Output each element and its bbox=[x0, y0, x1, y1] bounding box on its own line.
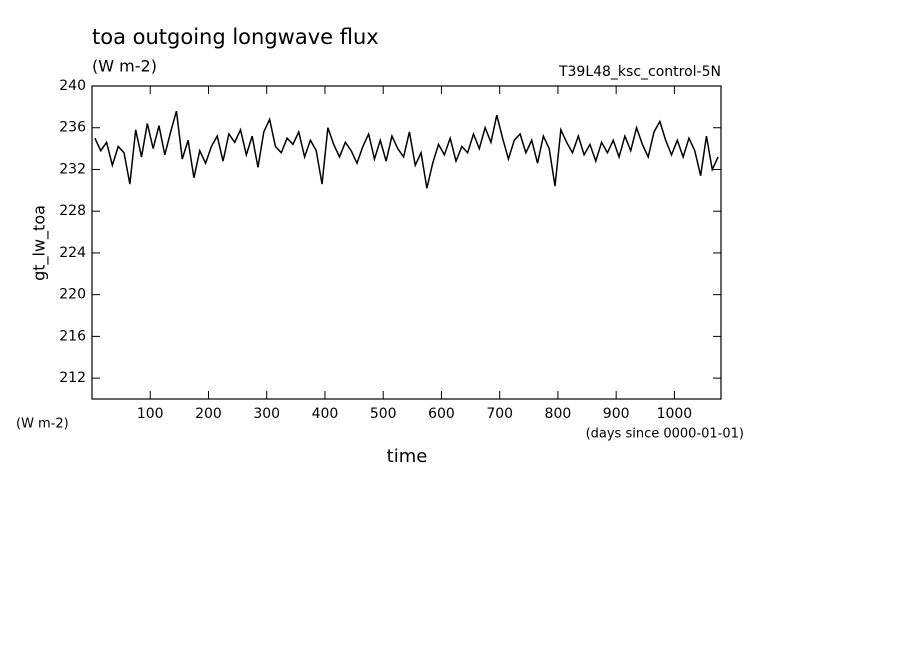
y-tick-label: 232 bbox=[59, 161, 86, 177]
y-tick-label: 216 bbox=[59, 328, 86, 344]
x-axis-label: time bbox=[387, 446, 428, 467]
chart-title: toa outgoing longwave flux bbox=[92, 25, 379, 49]
units: (W m-2) bbox=[92, 57, 157, 76]
y-axis-label: gt_lw_toa bbox=[30, 205, 50, 281]
plot-frame bbox=[91, 85, 722, 400]
x-tick-label: 900 bbox=[603, 406, 630, 422]
y-tick-label: 236 bbox=[59, 120, 86, 136]
y-tick-label: 224 bbox=[59, 245, 86, 261]
x-tick-label: 700 bbox=[486, 406, 513, 422]
x-tick-label: 800 bbox=[545, 406, 572, 422]
x-tick-label: 300 bbox=[253, 406, 280, 422]
y-tick-label: 212 bbox=[59, 370, 86, 386]
y-tick-label: 220 bbox=[59, 287, 86, 303]
y-tick-label: 228 bbox=[59, 203, 86, 219]
y-tick-label: 240 bbox=[59, 78, 86, 94]
y-units: (W m-2) bbox=[16, 417, 69, 432]
x-units: (days since 0000-01-01) bbox=[586, 427, 744, 442]
x-tick-label: 600 bbox=[428, 406, 455, 422]
x-tick-label: 100 bbox=[137, 406, 164, 422]
x-tick-label: 400 bbox=[312, 406, 339, 422]
x-tick-label: 1000 bbox=[657, 406, 693, 422]
x-tick-label: 200 bbox=[195, 406, 222, 422]
run-label: T39L48_ksc_control-5N bbox=[558, 64, 721, 80]
series-line bbox=[94, 110, 719, 189]
x-tick-label: 500 bbox=[370, 406, 397, 422]
